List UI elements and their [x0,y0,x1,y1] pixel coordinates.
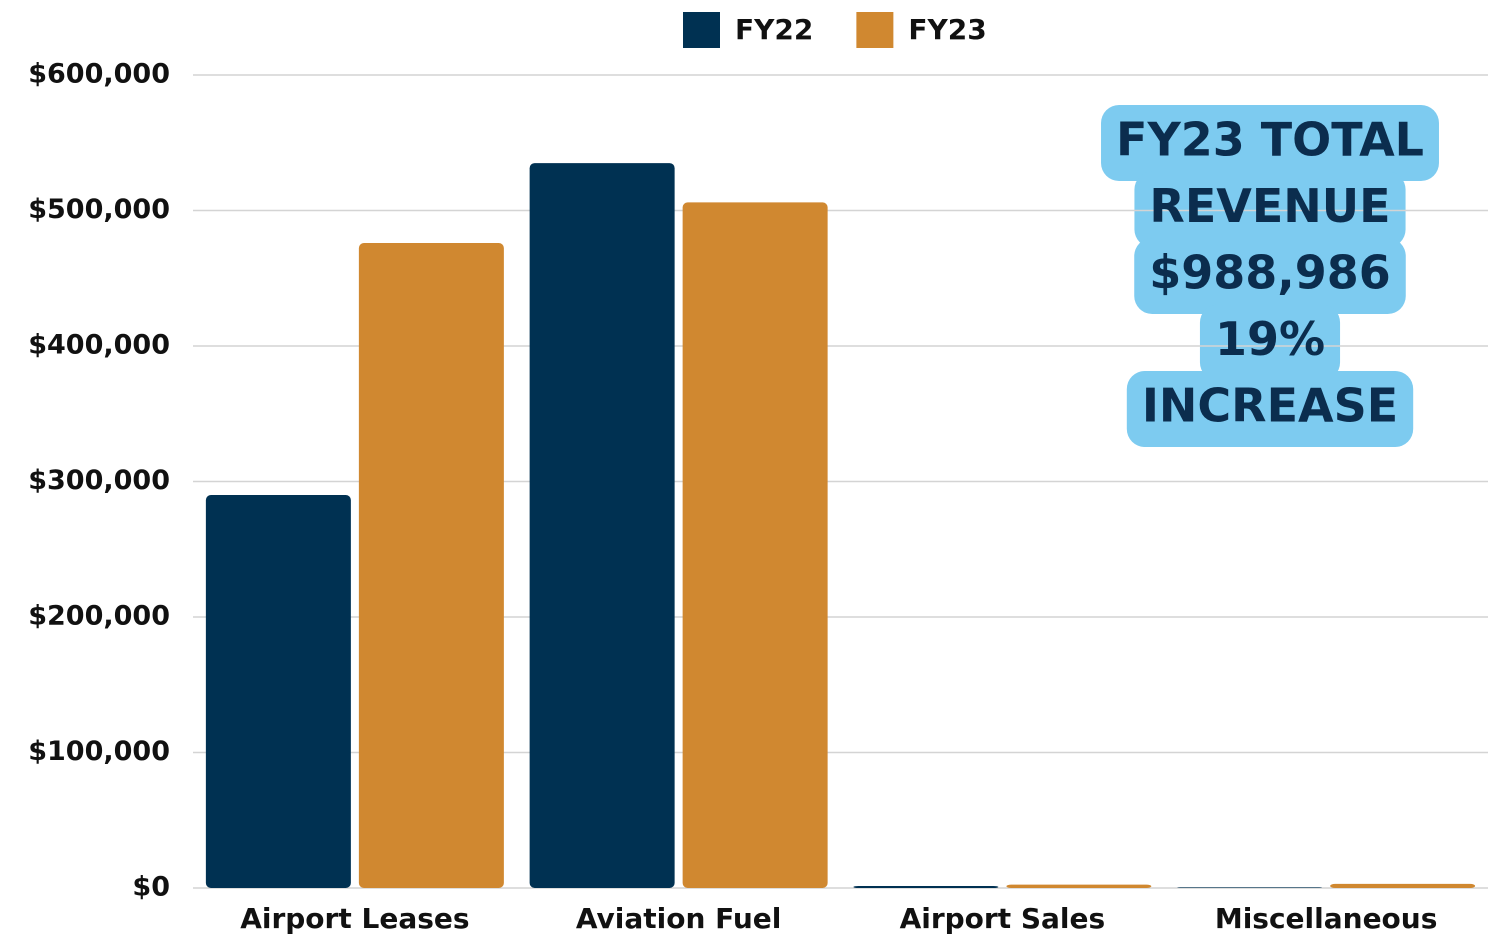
bar [358,243,504,888]
bar [1177,887,1323,888]
annotation-text: FY23 TOTAL [1116,113,1424,167]
annotation-text: 19% [1215,312,1325,366]
bar [205,495,351,888]
y-tick-label: $500,000 [28,194,170,225]
legend-label: FY23 [908,13,986,46]
annotation-bubble [1101,105,1439,447]
annotation-text: INCREASE [1142,379,1398,433]
annotation-text: REVENUE [1149,179,1390,233]
y-tick-label: $400,000 [28,330,170,361]
legend-label: FY22 [735,13,813,46]
bar [853,885,999,888]
y-tick-label: $100,000 [28,736,170,767]
y-tick-label: $300,000 [28,465,170,496]
bar [1330,883,1476,888]
x-tick-label: Miscellaneous [1215,902,1438,935]
y-tick-label: $600,000 [28,59,170,90]
annotation-box [1134,171,1406,248]
y-tick-label: $200,000 [28,601,170,632]
annotation-box [1101,105,1439,181]
y-tick-label: $0 [132,872,170,903]
x-tick-label: Airport Leases [240,902,469,935]
bar [529,163,675,888]
bar [682,202,828,888]
annotation-box [1199,304,1341,381]
annotation-box [1134,238,1406,314]
annotation-text: $988,986 [1149,246,1391,300]
x-tick-label: Airport Sales [900,902,1106,935]
x-tick-label: Aviation Fuel [576,902,782,935]
legend-swatch [683,12,720,48]
legend-swatch [856,12,894,48]
bar [1006,884,1152,888]
annotation-box [1126,371,1414,447]
